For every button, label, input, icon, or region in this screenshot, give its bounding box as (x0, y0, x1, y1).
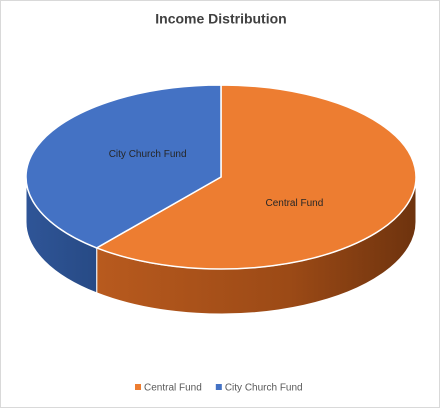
legend-label: City Church Fund (225, 383, 303, 394)
chart-title: Income Distribution (155, 11, 286, 27)
legend-swatch (135, 384, 141, 390)
slice-label: City Church Fund (109, 149, 187, 160)
slice-label: Central Fund (265, 198, 323, 209)
legend-swatch (215, 384, 222, 390)
legend-label: Central Fund (144, 383, 202, 394)
pie-slice (25, 84, 222, 249)
pie-slice (94, 84, 417, 270)
